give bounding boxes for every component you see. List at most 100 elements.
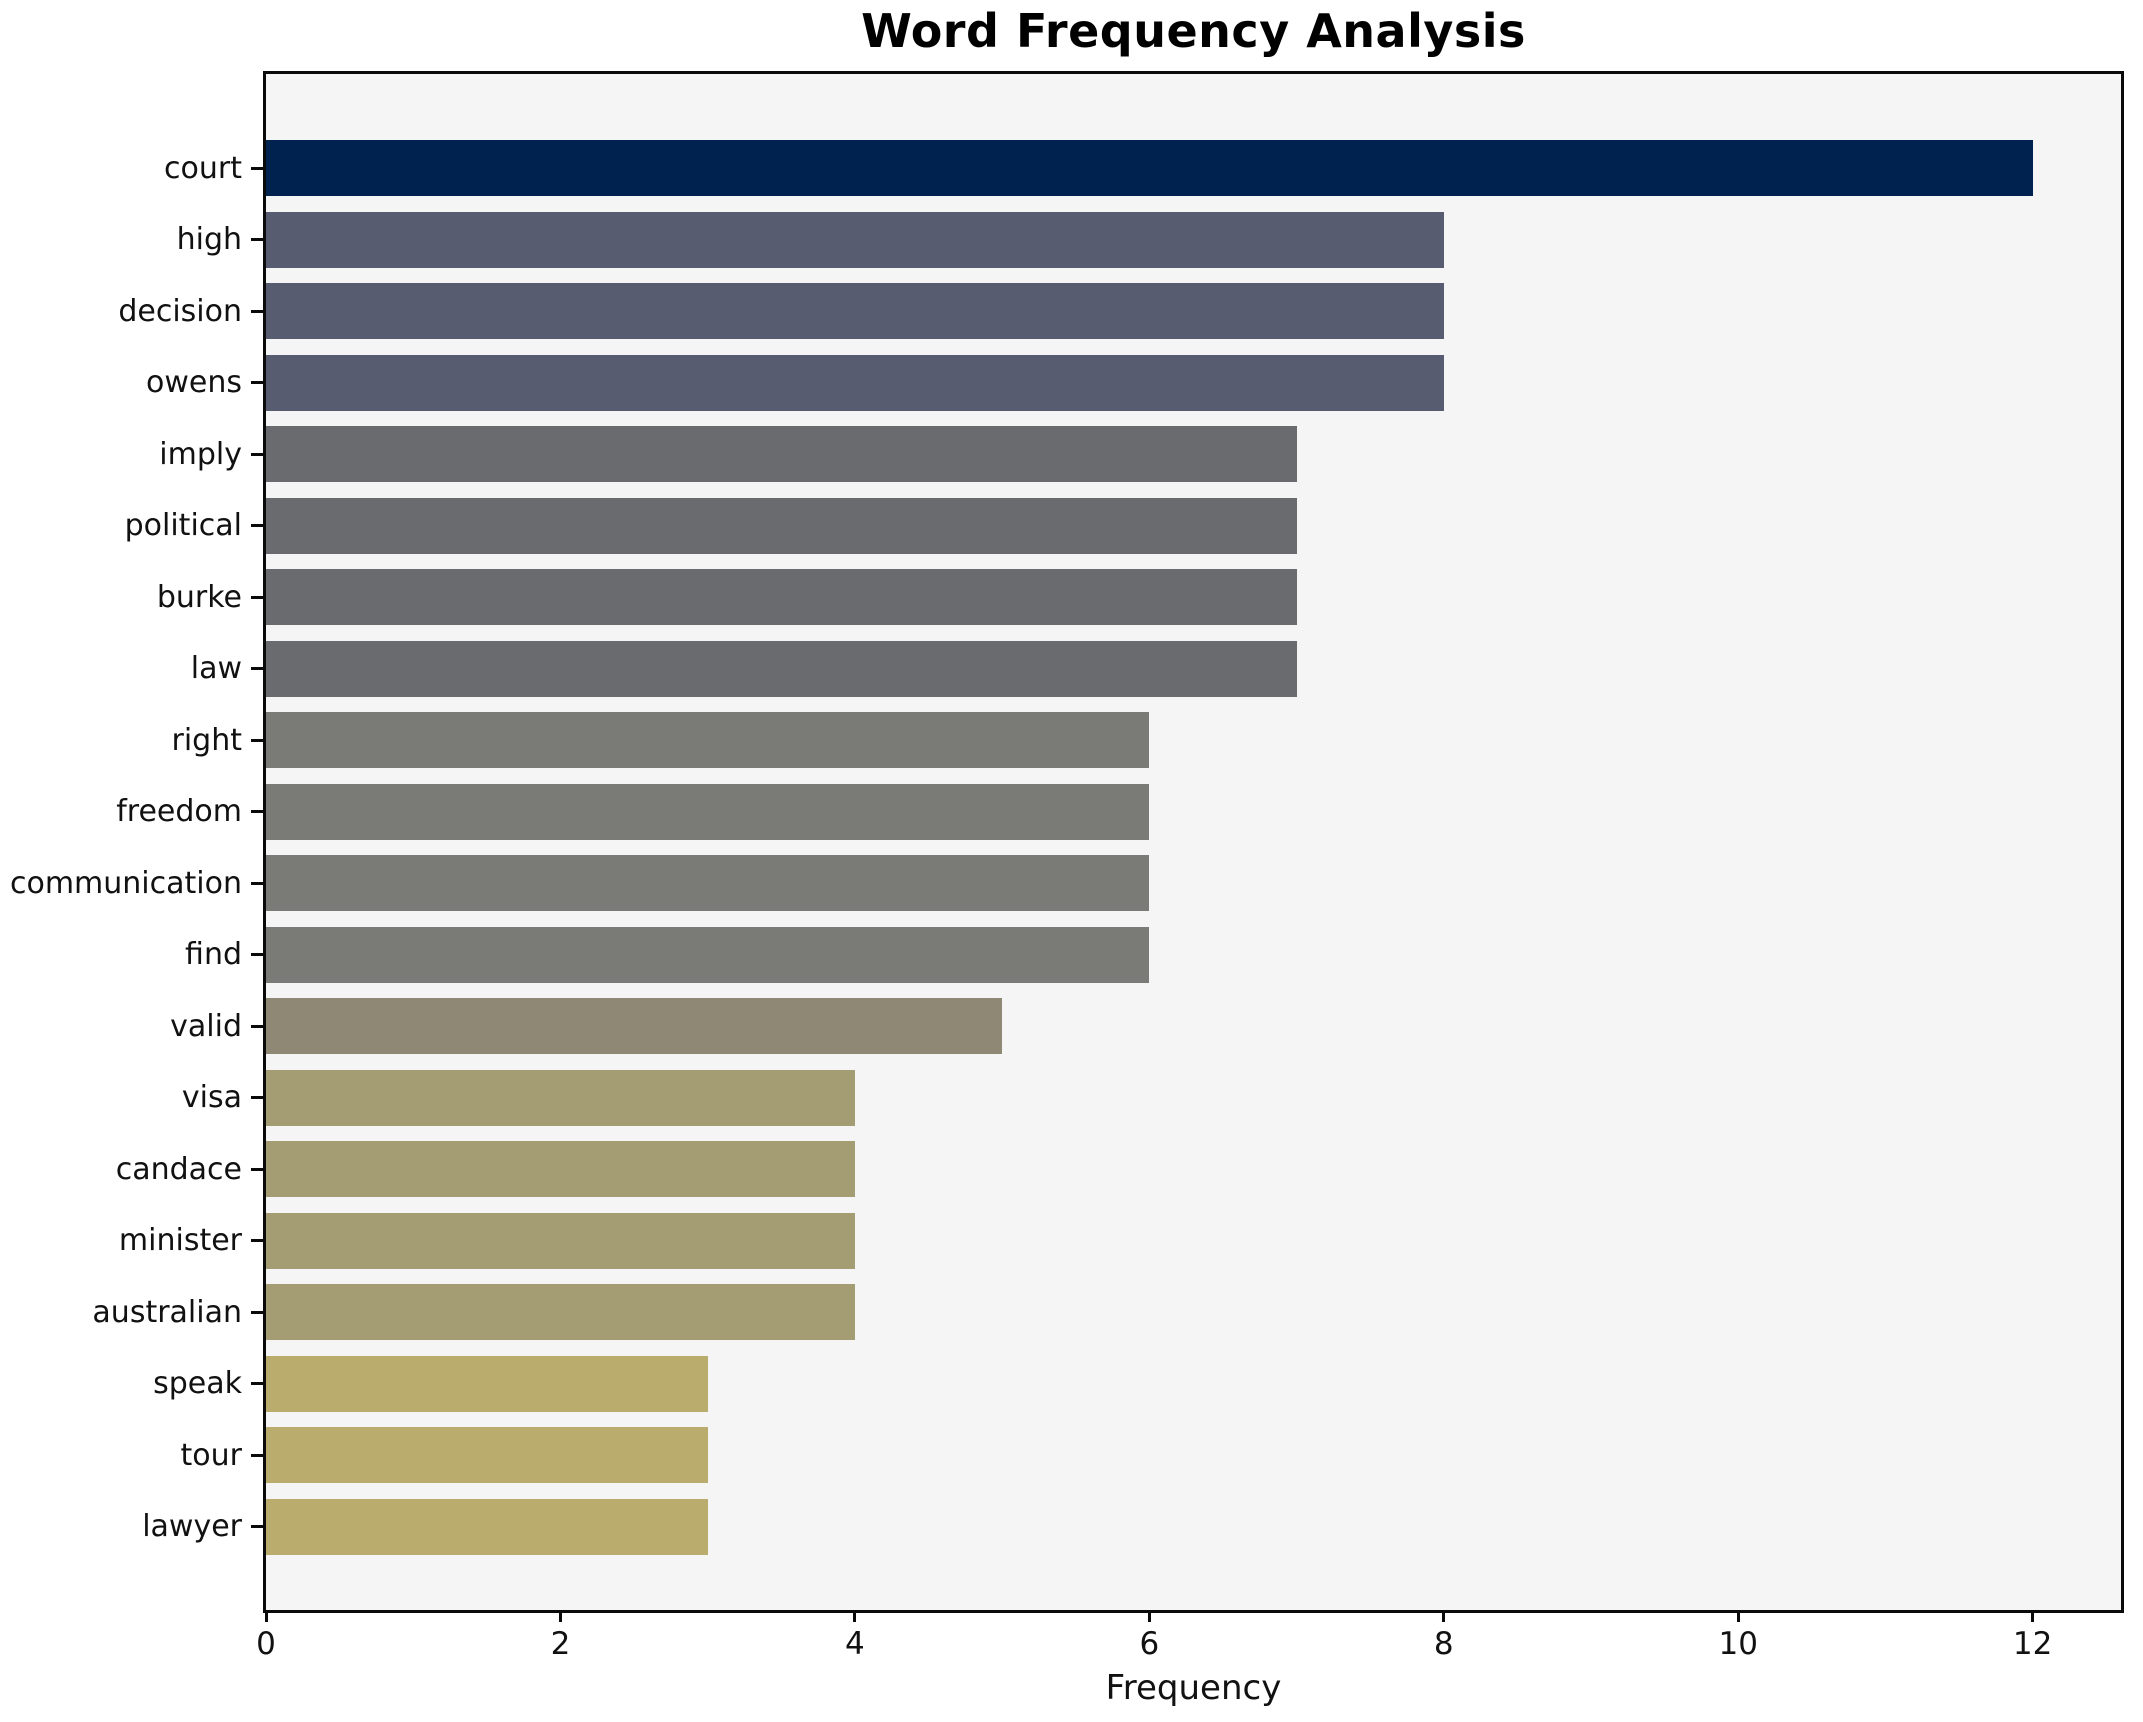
x-tick-label: 8	[1433, 1626, 1454, 1662]
category-label: decision	[118, 293, 242, 329]
bar-court	[266, 140, 2033, 196]
category-label: freedom	[116, 794, 242, 829]
x-tick-mark	[853, 1610, 857, 1622]
x-tick-mark	[2031, 1610, 2035, 1622]
y-axis-labels: court high decision owens imply political burk…	[0, 71, 263, 1613]
bar-valid	[266, 998, 1003, 1054]
y-tick-mark	[251, 1024, 263, 1028]
category-label: minister	[118, 1223, 242, 1258]
category-label: visa	[181, 1080, 242, 1115]
category-label: communication	[9, 865, 242, 901]
bar-communication	[266, 855, 1150, 911]
y-label-row: law	[191, 641, 263, 697]
y-tick-mark	[251, 881, 263, 885]
chart-title: Word Frequency Analysis	[861, 4, 1526, 58]
x-tick-mark	[1442, 1610, 1446, 1622]
y-label-row: tour	[181, 1427, 263, 1483]
y-label-row: lawyer	[142, 1499, 263, 1555]
y-label-row: owens	[146, 355, 263, 411]
y-label-row: freedom	[116, 784, 263, 840]
y-tick-mark	[251, 166, 263, 170]
bar-australian	[266, 1284, 855, 1340]
bar-right	[266, 712, 1150, 768]
bar-owens	[266, 354, 1444, 411]
bar-lawyer	[266, 1498, 708, 1555]
plot-area	[263, 71, 2124, 1613]
y-label-row: high	[177, 212, 263, 268]
y-tick-mark	[251, 238, 263, 241]
bar-freedom	[266, 783, 1150, 840]
y-label-row: speak	[153, 1356, 263, 1412]
category-label: australian	[92, 1294, 242, 1330]
y-label-row: communication	[10, 855, 263, 911]
y-tick-mark	[251, 1167, 263, 1171]
category-label: tour	[180, 1437, 242, 1473]
bar-burke	[266, 569, 1297, 625]
y-tick-mark	[251, 452, 263, 456]
y-label-row: australian	[92, 1284, 263, 1340]
y-tick-mark	[251, 1239, 263, 1242]
bar-visa	[266, 1069, 855, 1126]
y-label-row: minister	[119, 1213, 263, 1269]
category-label: owens	[146, 365, 242, 400]
y-tick-mark	[251, 953, 263, 956]
x-tick-label: 4	[845, 1626, 865, 1662]
y-label-row: find	[185, 927, 263, 983]
category-label: high	[176, 222, 242, 257]
category-label: valid	[170, 1008, 242, 1044]
y-tick-mark	[251, 810, 263, 813]
y-label-row: burke	[157, 569, 263, 625]
y-tick-mark	[251, 667, 263, 670]
y-label-row: right	[171, 712, 263, 768]
x-axis-label: Frequency	[1105, 1668, 1282, 1708]
bar-decision	[266, 283, 1444, 339]
category-label: burke	[156, 579, 242, 615]
y-tick-mark	[251, 309, 263, 313]
y-tick-mark	[251, 738, 263, 742]
x-tick-mark	[1147, 1610, 1151, 1622]
category-label: speak	[153, 1366, 242, 1401]
category-label: imply	[159, 436, 242, 472]
x-tick-mark	[558, 1610, 562, 1622]
bar-high	[266, 211, 1444, 268]
x-tick-label: 6	[1139, 1626, 1160, 1662]
category-label: court	[164, 150, 242, 186]
x-tick-label: 0	[256, 1626, 276, 1662]
bar-candace	[266, 1141, 855, 1197]
y-label-row: court	[164, 140, 263, 196]
y-label-row: decision	[118, 283, 263, 339]
y-label-row: visa	[182, 1070, 263, 1126]
x-axis-ticks: 0 2 4 6 8 10 12	[0, 1610, 2143, 1680]
x-tick-mark	[1736, 1610, 1740, 1622]
x-tick-mark	[264, 1610, 268, 1622]
y-tick-mark	[251, 595, 263, 599]
y-tick-mark	[251, 1453, 263, 1457]
bar-find	[266, 926, 1150, 983]
category-label: candace	[115, 1151, 242, 1187]
bar-minister	[266, 1212, 855, 1269]
y-tick-mark	[251, 1096, 263, 1099]
y-tick-mark	[251, 524, 263, 527]
y-label-row: imply	[159, 426, 263, 482]
bar-law	[266, 640, 1297, 697]
bar-imply	[266, 426, 1297, 482]
bar-tour	[266, 1427, 708, 1483]
y-tick-mark	[251, 381, 263, 384]
y-tick-mark	[251, 1525, 263, 1528]
x-tick-label: 10	[1718, 1626, 1758, 1662]
y-tick-mark	[251, 1310, 263, 1314]
category-label: political	[124, 508, 242, 543]
category-label: find	[185, 937, 242, 972]
y-label-row: political	[125, 498, 263, 554]
bar-speak	[266, 1355, 708, 1412]
x-tick-label: 2	[550, 1626, 571, 1662]
y-label-row: valid	[170, 998, 263, 1054]
x-tick-label: 12	[2012, 1626, 2053, 1662]
y-label-row: candace	[116, 1141, 263, 1197]
category-label: law	[190, 651, 242, 686]
y-tick-mark	[251, 1382, 263, 1385]
category-label: lawyer	[142, 1509, 242, 1544]
category-label: right	[171, 722, 243, 758]
bar-political	[266, 497, 1297, 554]
